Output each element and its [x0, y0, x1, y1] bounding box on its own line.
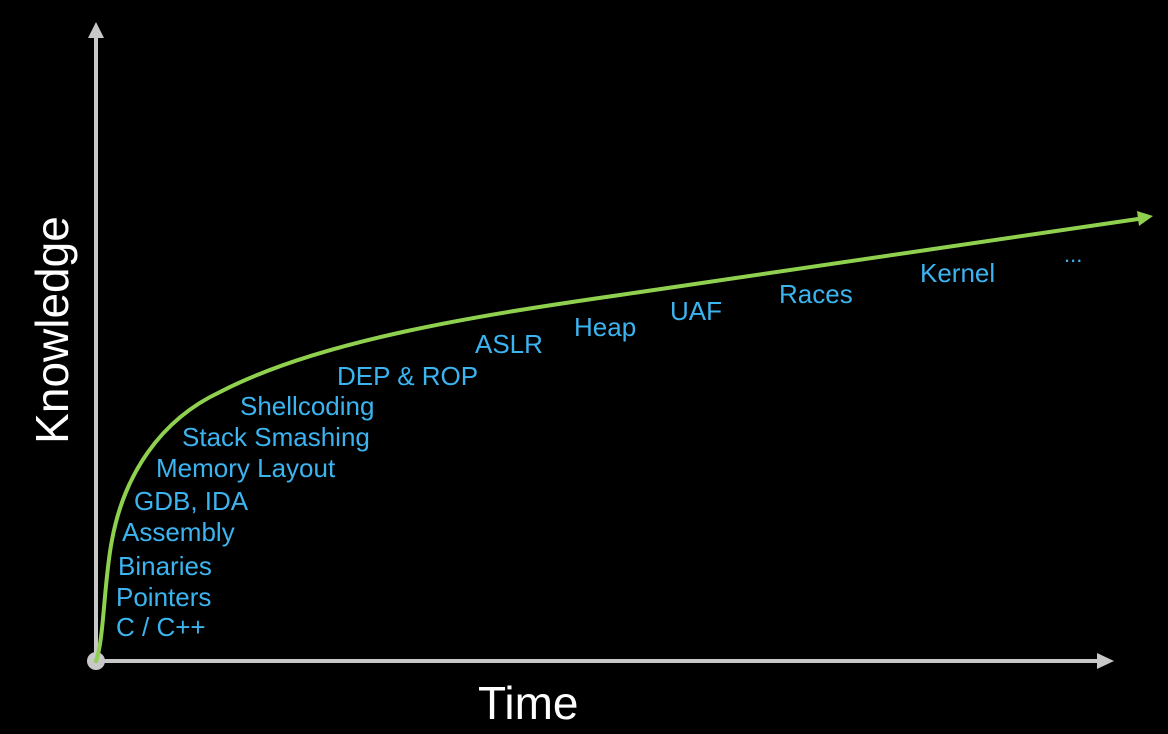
x-axis-arrowhead — [1097, 653, 1114, 669]
topic-aslr: ASLR — [475, 329, 543, 359]
y-axis-title: Knowledge — [26, 216, 78, 444]
topic-kernel: Kernel — [920, 258, 996, 288]
topic-c-cpp: C / C++ — [116, 612, 206, 642]
topic-races: Races — [779, 279, 853, 309]
topic-dep-rop: DEP & ROP — [337, 361, 479, 391]
topic-ellipsis: ... — [1064, 242, 1083, 267]
x-axis-title: Time — [478, 677, 579, 729]
topic-assembly: Assembly — [122, 517, 235, 547]
topic-memory-layout: Memory Layout — [156, 453, 336, 483]
curve-arrowhead — [1137, 211, 1153, 226]
topic-pointers: Pointers — [116, 582, 212, 612]
topic-uaf: UAF — [670, 296, 722, 326]
topic-shellcoding: Shellcoding — [240, 391, 375, 421]
y-axis-arrowhead — [88, 22, 104, 38]
knowledge-curve — [94, 217, 1140, 663]
topic-stack-smashing: Stack Smashing — [182, 422, 370, 452]
topic-binaries: Binaries — [118, 551, 212, 581]
topic-gdb-ida: GDB, IDA — [134, 486, 249, 516]
topic-heap: Heap — [574, 312, 637, 342]
